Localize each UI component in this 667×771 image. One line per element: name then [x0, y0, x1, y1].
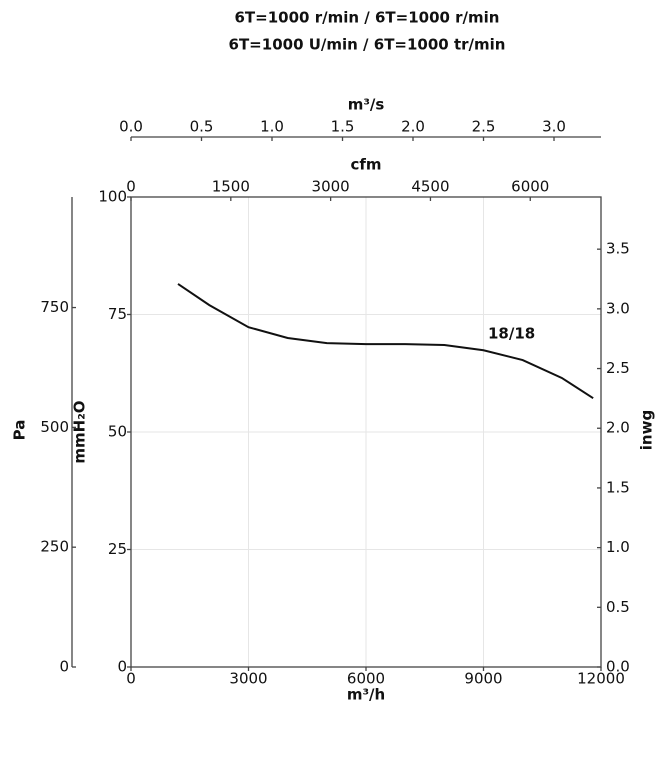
y-tick-label: 25 [108, 540, 127, 558]
y-tick-label: 2.5 [606, 359, 630, 377]
y-tick-label: 2.0 [606, 419, 630, 437]
x-tick-label: 0.5 [190, 118, 214, 136]
y-tick-label: 75 [108, 305, 127, 323]
x-tick-label: 3000 [229, 670, 267, 688]
x-tick-label: 2.0 [401, 118, 425, 136]
y-tick-label: 750 [40, 298, 69, 316]
y-tick-label: 3.5 [606, 240, 630, 258]
y-tick-label: 1.5 [606, 478, 630, 496]
curve [177, 283, 594, 400]
x-tick-label: 1500 [212, 178, 250, 196]
plot-frame [130, 196, 602, 668]
y-tick-label: 0 [117, 658, 127, 676]
x-tick-label: 12000 [577, 670, 625, 688]
x-tick-label: 4500 [411, 178, 449, 196]
x-tick-label: 1.5 [331, 118, 355, 136]
x-tick-label: 3.0 [542, 118, 566, 136]
y-tick-label: 50 [108, 423, 127, 441]
chart-subtitle: 6T=1000 U/min / 6T=1000 tr/min [229, 36, 506, 54]
y-axis-label: Pa [11, 420, 29, 441]
y-tick-label: 100 [98, 188, 127, 206]
x-tick-label: 0 [126, 670, 136, 688]
x-tick-label: 3000 [312, 178, 350, 196]
y-axis-label: inwg [638, 410, 656, 450]
x-tick-label: 2.5 [472, 118, 496, 136]
curve-label: 18/18 [488, 325, 535, 343]
y-tick-label: 0 [59, 658, 69, 676]
x-tick-label: 1.0 [260, 118, 284, 136]
y-tick-label: 1.0 [606, 538, 630, 556]
x-axis-label: m³/s [348, 96, 385, 114]
y-tick-label: 500 [40, 418, 69, 436]
y-tick-label: 0.5 [606, 598, 630, 616]
y-tick-label: 3.0 [606, 299, 630, 317]
x-axis-label: m³/h [347, 686, 385, 704]
y-axis-label: mmH₂O [71, 400, 89, 463]
x-tick-label: 6000 [347, 670, 385, 688]
y-tick-label: 250 [40, 538, 69, 556]
chart-title: 6T=1000 r/min / 6T=1000 r/min [235, 9, 500, 27]
x-tick-label: 0.0 [119, 118, 143, 136]
x-tick-label: 0 [126, 178, 136, 196]
x-axis-label: cfm [350, 156, 381, 174]
x-tick-label: 6000 [511, 178, 549, 196]
x-tick-label: 9000 [464, 670, 502, 688]
y-tick-label: 0.0 [606, 658, 630, 676]
